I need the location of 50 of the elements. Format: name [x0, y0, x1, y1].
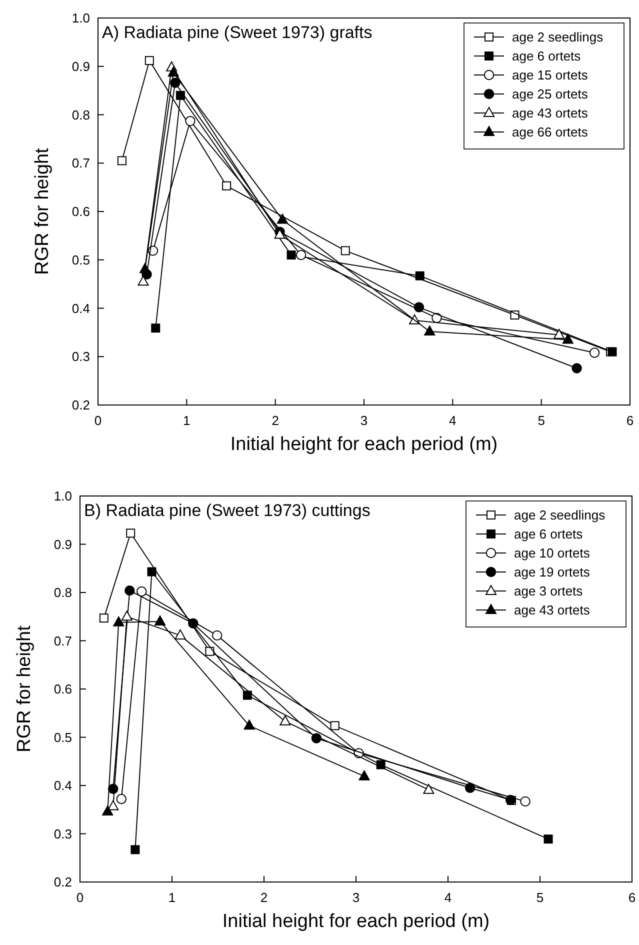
x-tick-label: 0	[94, 413, 102, 428]
y-tick-label: 0.3	[72, 349, 90, 364]
legend-label: age 15 ortets	[512, 68, 588, 82]
y-tick-label: 0.7	[54, 633, 72, 648]
x-tick-label: 5	[536, 890, 544, 905]
legend-label: age 25 ortets	[512, 86, 588, 102]
y-tick-label: 0.8	[72, 107, 90, 122]
x-tick-label: 4	[449, 413, 456, 428]
x-tick-label: 3	[352, 890, 360, 905]
legend-label: age 66 ortets	[512, 124, 588, 140]
x-tick-label: 1	[168, 890, 176, 905]
x-tick-label: 1	[183, 413, 190, 428]
legend-label: age 2 seedlings	[514, 508, 606, 522]
y-tick-label: 0.5	[54, 730, 72, 745]
legend-label: age 10 ortets	[514, 546, 590, 560]
x-tick-label: 0	[76, 890, 84, 905]
y-tick-label: 0.4	[54, 778, 72, 793]
x-axis-title: Initial height for each period (m)	[222, 911, 490, 932]
legend-label: age 6 ortets	[514, 526, 584, 542]
y-tick-label: 1.0	[54, 488, 72, 504]
y-tick-label: 0.4	[72, 300, 90, 316]
y-tick-label: 0.6	[54, 682, 72, 696]
y-tick-label: 0.6	[72, 204, 90, 219]
x-tick-label: 2	[272, 413, 279, 428]
y-tick-label: 0.2	[54, 874, 72, 890]
legend-label: age 43 ortets	[514, 602, 590, 618]
legend-label: age 43 ortets	[512, 106, 588, 120]
legend-label: age 3 ortets	[514, 584, 584, 598]
x-tick-label: 3	[360, 413, 368, 428]
chart-title: B) Radiata pine (Sweet 1973) cuttings	[84, 501, 370, 520]
y-tick-label: 0.3	[54, 826, 72, 842]
y-axis-title: RGR for height	[32, 147, 53, 275]
x-tick-label: 6	[628, 890, 636, 905]
y-tick-label: 0.7	[72, 156, 90, 171]
x-tick-label: 2	[260, 890, 268, 905]
y-tick-label: 0.9	[54, 536, 72, 552]
legend-label: age 19 ortets	[514, 564, 590, 580]
chart-title: A) Radiata pine (Sweet 1973) grafts	[102, 23, 372, 42]
x-axis-title: Initial height for each period (m)	[230, 434, 498, 455]
y-tick-label: 0.5	[72, 252, 90, 268]
y-axis-title: RGR for height	[14, 624, 35, 752]
x-tick-label: 5	[538, 413, 545, 428]
x-tick-label: 6	[626, 413, 634, 428]
y-tick-label: 0.2	[72, 398, 90, 412]
legend-label: age 2 seedlings	[512, 30, 604, 44]
y-tick-label: 0.9	[72, 58, 90, 74]
y-tick-label: 1.0	[72, 10, 90, 26]
x-tick-label: 4	[444, 890, 452, 905]
legend-label: age 6 ortets	[512, 48, 582, 64]
y-tick-label: 0.8	[54, 585, 72, 600]
